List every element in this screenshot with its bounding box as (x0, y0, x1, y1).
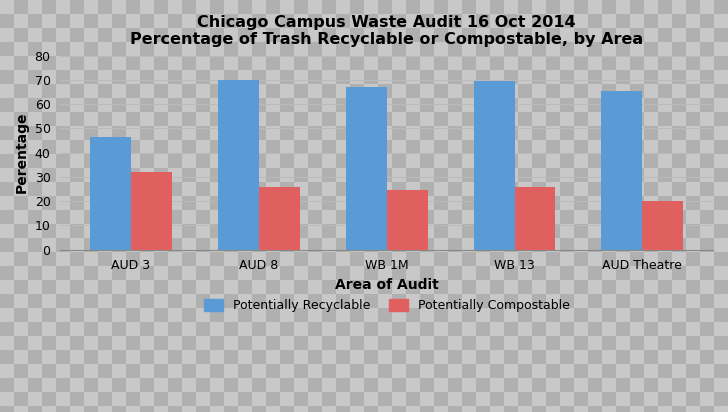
Bar (515, 187, 555, 250)
Bar (258, 187, 300, 250)
Bar (601, 91, 642, 250)
Bar (642, 201, 684, 250)
Bar (131, 172, 172, 250)
X-axis label: Area of Audit: Area of Audit (335, 278, 438, 292)
Bar (90, 137, 131, 250)
Bar (474, 81, 515, 250)
Bar (346, 87, 387, 250)
Bar (218, 80, 258, 250)
Title: Chicago Campus Waste Audit 16 Oct 2014
Percentage of Trash Recyclable or Compost: Chicago Campus Waste Audit 16 Oct 2014 P… (130, 15, 644, 47)
Legend: Potentially Recyclable, Potentially Compostable: Potentially Recyclable, Potentially Comp… (199, 294, 574, 317)
Y-axis label: Perentage: Perentage (15, 112, 29, 193)
Bar (387, 190, 427, 250)
